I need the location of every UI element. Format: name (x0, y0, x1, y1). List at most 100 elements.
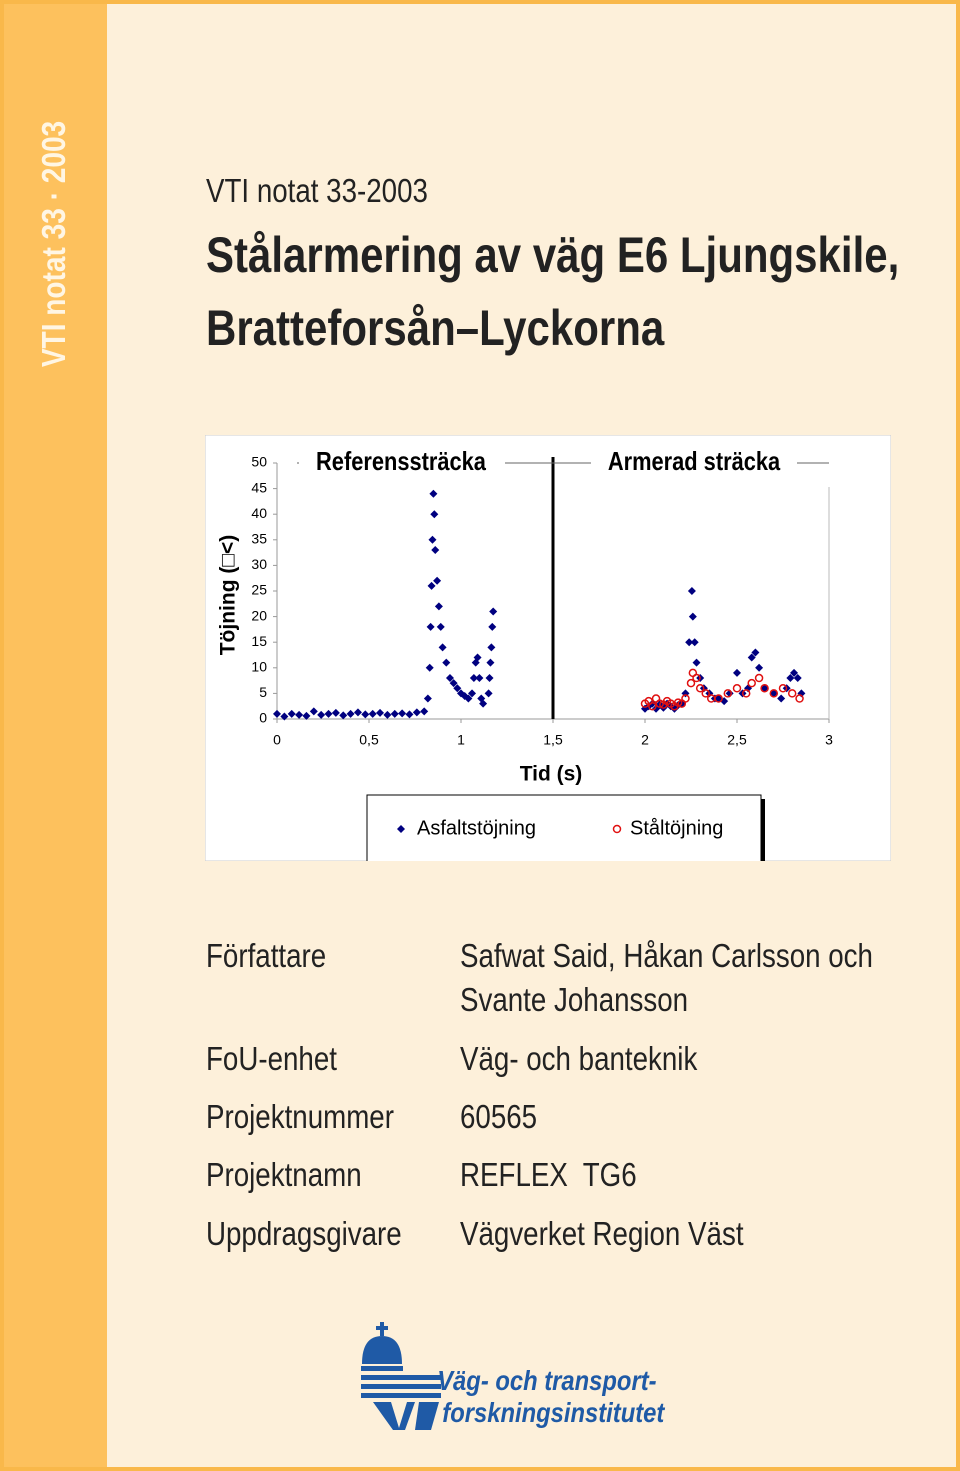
point (430, 510, 439, 519)
point (692, 673, 701, 683)
point (434, 602, 443, 611)
point (688, 612, 697, 621)
series (640, 668, 804, 711)
point (751, 648, 760, 657)
y-tick-label: 35 (251, 531, 267, 547)
sidebar: VTI notat 33 · 2003 (4, 4, 107, 1467)
info-label: FoU-enhet (206, 1040, 337, 1077)
logo-text: forskningsinstitutet (442, 1396, 665, 1428)
point (295, 710, 304, 719)
point (786, 674, 795, 683)
point (754, 673, 764, 683)
info-value: Svante Johansson (460, 981, 689, 1018)
point (778, 684, 788, 693)
point (429, 489, 438, 498)
info-value: 60565 (460, 1098, 538, 1135)
point (655, 699, 664, 708)
info-label: Projektnummer (206, 1098, 394, 1135)
point (714, 694, 723, 703)
point (652, 704, 661, 713)
title-line: Bratteforsån–Lyckorna (206, 300, 665, 356)
x-axis-label: Tid (s) (520, 763, 583, 786)
info-value: Väg- och banteknik (460, 1040, 698, 1077)
point (317, 710, 326, 719)
x-tick-label: 2,5 (727, 732, 747, 748)
x-tick-label: 1 (457, 732, 465, 748)
point (353, 708, 362, 717)
point (687, 587, 696, 595)
point (324, 709, 333, 718)
point (484, 689, 493, 698)
info-value: REFLEX TG6 (460, 1156, 637, 1193)
point (412, 708, 421, 717)
point (741, 689, 751, 698)
x-tick-label: 1,5 (543, 732, 563, 748)
legend-marker (397, 825, 405, 833)
info-label: Projektnamn (206, 1156, 362, 1193)
info-value: Safwat Said, Håkan Carlsson och (460, 937, 873, 974)
y-tick-label: 25 (251, 582, 267, 598)
x-tick-label: 0 (273, 732, 281, 748)
x-tick-label: 2 (641, 732, 649, 748)
sidebar-text: VTI notat 33 · 2003 (35, 120, 72, 368)
point (427, 581, 436, 590)
point (723, 689, 733, 698)
point (485, 674, 494, 683)
point (442, 658, 451, 667)
point (479, 699, 488, 708)
y-tick-label: 40 (251, 505, 267, 521)
point (464, 694, 473, 703)
annotation: Referenssträcka (316, 447, 486, 476)
point (287, 709, 296, 718)
point (468, 689, 477, 698)
chart-background (205, 435, 891, 861)
point (433, 576, 442, 585)
point (795, 694, 804, 703)
info-label: Uppdragsgivare (206, 1215, 402, 1252)
point (747, 678, 756, 688)
y-tick-label: 30 (251, 556, 267, 572)
point (690, 638, 699, 647)
y-tick-label: 5 (259, 684, 267, 700)
point (428, 535, 437, 544)
point (685, 638, 694, 647)
point (426, 622, 435, 631)
point (457, 689, 465, 698)
point (339, 711, 348, 720)
annotation: Armerad sträcka (608, 447, 781, 476)
y-tick-label: 20 (251, 607, 267, 623)
point (489, 607, 498, 616)
point (673, 698, 683, 707)
point (686, 678, 696, 688)
point (488, 622, 497, 631)
point (383, 710, 392, 719)
point (787, 689, 797, 698)
point (431, 546, 440, 555)
info-value: Vägverket Region Väst (460, 1215, 744, 1252)
point (445, 674, 454, 683)
series-label: VTI notat 33-2003 (206, 172, 428, 209)
point (438, 643, 447, 652)
point (302, 711, 311, 720)
point (331, 708, 340, 717)
point (486, 658, 495, 667)
point (477, 694, 486, 703)
point (390, 709, 399, 718)
point (449, 679, 458, 688)
x-tick-label: 0,5 (359, 732, 379, 748)
point (436, 622, 445, 631)
point (273, 709, 281, 718)
point (695, 684, 705, 693)
point (346, 709, 355, 718)
point (405, 710, 414, 719)
legend-label: Asfaltstöjning (417, 817, 536, 839)
point (309, 707, 318, 716)
point (453, 684, 462, 693)
logo-text: Väg- och transport- (437, 1364, 656, 1396)
point (469, 674, 478, 683)
legend (366, 794, 762, 861)
point (425, 663, 434, 672)
legend-label: Ståltöjning (630, 817, 723, 839)
point (793, 674, 802, 683)
